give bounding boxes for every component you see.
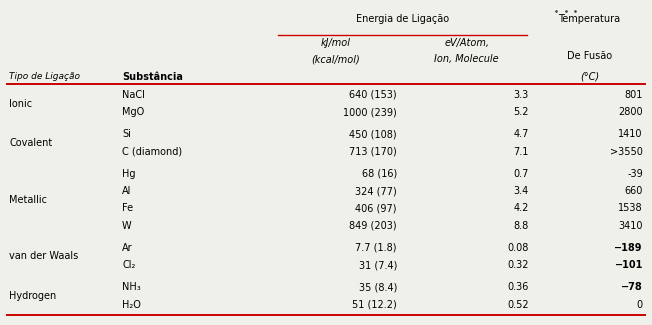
Text: −189: −189 [614,243,643,253]
Text: 7.1: 7.1 [513,147,529,157]
Text: −78: −78 [621,282,643,292]
Text: eV/Atom,: eV/Atom, [444,38,489,48]
Text: (kcal/mol): (kcal/mol) [311,54,360,64]
Text: Energia de Ligação: Energia de Ligação [356,14,449,24]
Text: Si: Si [122,129,131,139]
Text: (°C): (°C) [580,72,599,82]
Text: W: W [122,221,132,230]
Text: 7.7 (1.8): 7.7 (1.8) [355,243,397,253]
Text: -39: -39 [627,169,643,179]
Text: NH₃: NH₃ [122,282,141,292]
Text: Tipo de Ligação: Tipo de Ligação [9,72,80,81]
Text: 1000 (239): 1000 (239) [343,107,397,117]
Text: 0.08: 0.08 [507,243,529,253]
Text: 3.3: 3.3 [513,90,529,100]
Text: 0: 0 [637,300,643,309]
Text: 0.52: 0.52 [507,300,529,309]
Text: 849 (203): 849 (203) [349,221,397,230]
Text: Ar: Ar [122,243,133,253]
Text: 801: 801 [625,90,643,100]
Text: 0.36: 0.36 [507,282,529,292]
Text: 4.7: 4.7 [513,129,529,139]
Text: 5.2: 5.2 [513,107,529,117]
Text: Al: Al [122,186,132,196]
Text: 1410: 1410 [619,129,643,139]
Text: Substância: Substância [122,72,183,82]
Text: 35 (8.4): 35 (8.4) [359,282,397,292]
Text: van der Waals: van der Waals [9,252,78,261]
Text: C (diamond): C (diamond) [122,147,183,157]
Text: kJ/mol: kJ/mol [321,38,351,48]
Text: −101: −101 [615,260,643,270]
Text: 324 (77): 324 (77) [355,186,397,196]
Text: 0.32: 0.32 [507,260,529,270]
Text: De Fusão: De Fusão [567,51,612,61]
Text: NaCl: NaCl [122,90,145,100]
Text: 31 (7.4): 31 (7.4) [359,260,397,270]
Text: 3.4: 3.4 [513,186,529,196]
Text: 2800: 2800 [618,107,643,117]
Text: 8.8: 8.8 [513,221,529,230]
Text: MgO: MgO [122,107,145,117]
Text: Temperatura: Temperatura [559,14,621,24]
Text: 4.2: 4.2 [513,203,529,214]
Text: Covalent: Covalent [9,138,52,148]
Text: 0.7: 0.7 [513,169,529,179]
Text: Cl₂: Cl₂ [122,260,136,270]
Text: H₂O: H₂O [122,300,141,309]
Text: Hg: Hg [122,169,136,179]
Text: 1538: 1538 [618,203,643,214]
Text: 406 (97): 406 (97) [355,203,397,214]
Text: Ionic: Ionic [9,98,32,109]
Text: 68 (16): 68 (16) [362,169,397,179]
Text: 713 (170): 713 (170) [349,147,397,157]
Text: Fe: Fe [122,203,133,214]
Text: 3410: 3410 [619,221,643,230]
Text: Hydrogen: Hydrogen [9,291,56,301]
Text: >3550: >3550 [610,147,643,157]
Text: Ion, Molecule: Ion, Molecule [434,54,499,64]
Text: 450 (108): 450 (108) [349,129,397,139]
Text: 51 (12.2): 51 (12.2) [352,300,397,309]
Text: 660: 660 [625,186,643,196]
Text: Metallic: Metallic [9,195,47,205]
Text: 640 (153): 640 (153) [349,90,397,100]
